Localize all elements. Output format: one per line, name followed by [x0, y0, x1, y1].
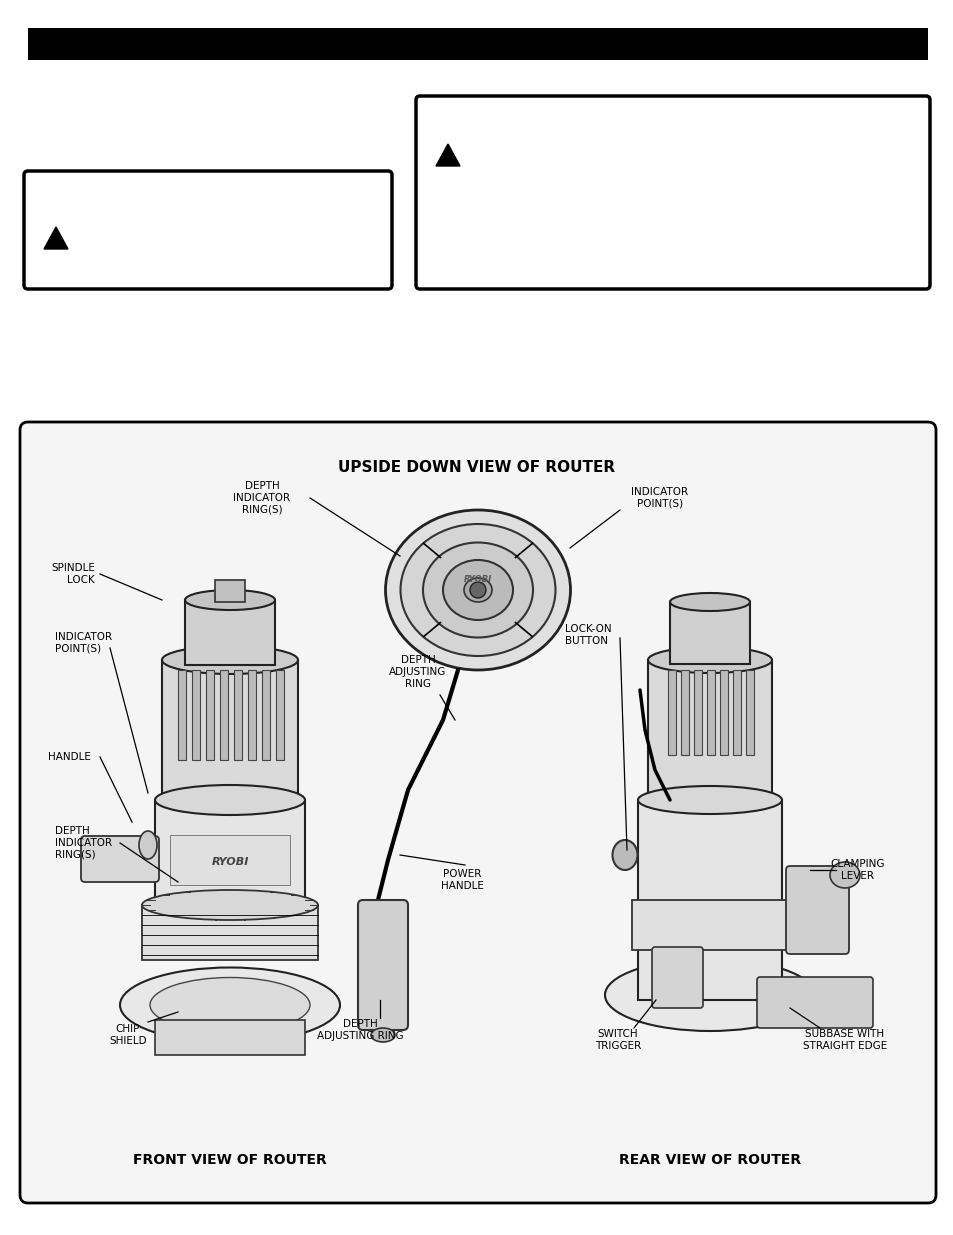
Bar: [745, 671, 753, 755]
Ellipse shape: [142, 890, 317, 920]
Text: CHIP
SHIELD: CHIP SHIELD: [109, 1024, 147, 1046]
Ellipse shape: [385, 510, 570, 671]
Bar: [275, 671, 284, 760]
Ellipse shape: [139, 831, 157, 860]
Text: FRONT VIEW OF ROUTER: FRONT VIEW OF ROUTER: [133, 1153, 327, 1167]
Text: DEPTH
ADJUSTING RING: DEPTH ADJUSTING RING: [316, 1019, 403, 1041]
Bar: [693, 671, 701, 755]
Bar: [248, 671, 255, 760]
Text: DEPTH
ADJUSTING
RING: DEPTH ADJUSTING RING: [389, 656, 446, 689]
Text: RYOBI: RYOBI: [463, 576, 492, 584]
FancyBboxPatch shape: [24, 170, 392, 289]
Polygon shape: [44, 227, 68, 249]
Text: UPSIDE DOWN VIEW OF ROUTER: UPSIDE DOWN VIEW OF ROUTER: [338, 461, 615, 475]
Polygon shape: [436, 144, 459, 165]
Bar: [631, 900, 787, 950]
Ellipse shape: [185, 590, 274, 610]
FancyBboxPatch shape: [757, 977, 872, 1028]
Bar: [233, 671, 242, 760]
Bar: [214, 580, 245, 601]
Text: DEPTH
INDICATOR
RING(S): DEPTH INDICATOR RING(S): [55, 826, 112, 860]
Ellipse shape: [154, 785, 305, 815]
Text: DEPTH
INDICATOR
RING(S): DEPTH INDICATOR RING(S): [233, 482, 291, 515]
Text: POWER
HANDLE: POWER HANDLE: [440, 869, 483, 890]
Text: CLAMPING
LEVER: CLAMPING LEVER: [830, 860, 884, 881]
Ellipse shape: [669, 593, 749, 611]
Bar: [154, 1020, 305, 1055]
Ellipse shape: [162, 646, 297, 674]
Bar: [154, 800, 305, 910]
Ellipse shape: [120, 967, 339, 1042]
FancyBboxPatch shape: [20, 422, 935, 1203]
Ellipse shape: [463, 578, 492, 601]
Bar: [262, 671, 270, 760]
Bar: [732, 671, 740, 755]
Bar: [142, 905, 317, 960]
Ellipse shape: [829, 862, 859, 888]
Ellipse shape: [150, 977, 310, 1032]
Bar: [178, 671, 186, 760]
Text: HANDLE: HANDLE: [48, 752, 91, 762]
Bar: [667, 671, 676, 755]
Bar: [192, 671, 200, 760]
Text: SWITCH
TRIGGER: SWITCH TRIGGER: [595, 1029, 640, 1051]
Bar: [220, 671, 228, 760]
Bar: [170, 835, 290, 885]
FancyBboxPatch shape: [357, 900, 408, 1030]
Text: INDICATOR
POINT(S): INDICATOR POINT(S): [55, 632, 112, 653]
Text: INDICATOR
POINT(S): INDICATOR POINT(S): [631, 487, 688, 509]
Ellipse shape: [442, 559, 513, 620]
Circle shape: [470, 582, 485, 598]
Bar: [162, 659, 297, 805]
Text: RYOBI: RYOBI: [212, 857, 249, 867]
FancyBboxPatch shape: [416, 96, 929, 289]
Bar: [680, 671, 688, 755]
Ellipse shape: [422, 542, 533, 637]
Bar: [185, 600, 274, 664]
Bar: [669, 601, 749, 664]
Bar: [720, 671, 727, 755]
Bar: [647, 659, 771, 805]
Text: LOCK-ON
BUTTON: LOCK-ON BUTTON: [564, 624, 611, 646]
FancyBboxPatch shape: [785, 866, 848, 953]
Ellipse shape: [371, 1028, 395, 1042]
Ellipse shape: [647, 647, 771, 673]
Text: SPINDLE
LOCK: SPINDLE LOCK: [51, 563, 95, 585]
Text: SUBBASE WITH
STRAIGHT EDGE: SUBBASE WITH STRAIGHT EDGE: [802, 1029, 886, 1051]
Bar: [638, 800, 781, 1000]
Bar: [206, 671, 213, 760]
Ellipse shape: [612, 840, 637, 869]
Ellipse shape: [604, 960, 814, 1031]
Ellipse shape: [400, 524, 555, 656]
FancyBboxPatch shape: [81, 836, 159, 882]
Text: REAR VIEW OF ROUTER: REAR VIEW OF ROUTER: [618, 1153, 801, 1167]
Bar: [706, 671, 714, 755]
Bar: [28, 28, 927, 61]
FancyBboxPatch shape: [651, 947, 702, 1008]
Ellipse shape: [638, 785, 781, 814]
